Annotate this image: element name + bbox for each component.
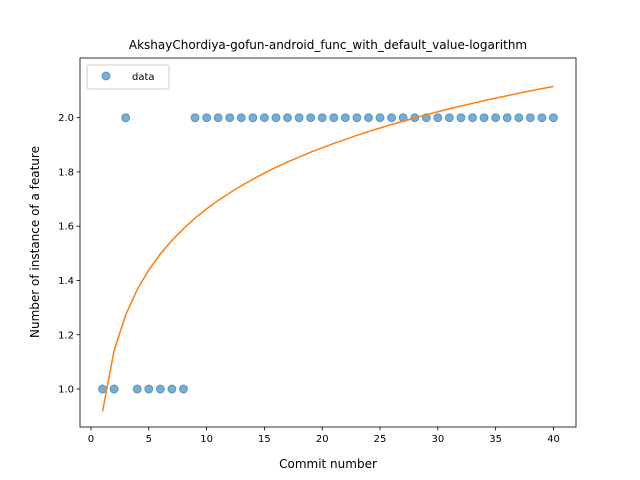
legend-marker [101,71,111,81]
chart-title: AkshayChordiya-gofun-android_func_with_d… [129,38,527,52]
data-point [271,113,281,123]
data-point [190,113,200,123]
axes-frame [79,57,577,428]
y-tick-label: 1.2 [58,330,74,341]
x-tick-label: 20 [316,434,329,445]
data-point [375,113,385,123]
data-point [259,113,269,123]
data-point [109,384,119,394]
y-tick-label: 2.0 [58,113,74,124]
data-point [444,113,454,123]
data-point [387,113,397,123]
data-point [548,113,558,123]
data-point [248,113,258,123]
data-point [306,113,316,123]
data-point [514,113,524,123]
legend-box [86,64,170,90]
x-tick-label: 35 [489,434,502,445]
data-point [283,113,293,123]
data-point [433,113,443,123]
y-tick-label: 1.8 [58,167,74,178]
x-axis-title: Commit number [279,457,377,471]
data-point [225,113,235,123]
data-point [502,113,512,123]
fit-line [101,85,554,412]
x-tick-label: 25 [374,434,387,445]
data-point [132,384,142,394]
data-point [294,113,304,123]
data-point [167,384,177,394]
data-point [98,384,108,394]
y-tick-label: 1.4 [58,276,74,287]
x-tick-label: 0 [88,434,94,445]
x-tick-label: 30 [431,434,444,445]
plot-area: 0 5 10 15 20 25 30 35 40 1.0 1.2 1.4 1.6 1.8 2.0 data [58,57,577,445]
data-point [479,113,489,123]
data-point [537,113,547,123]
data-point [317,113,327,123]
data-point [202,113,212,123]
data-point [363,113,373,123]
data-point [340,113,350,123]
x-tick-label: 40 [547,434,560,445]
data-point [178,384,188,394]
y-tick-label: 1.0 [58,385,74,396]
y-axis-title: Number of instance of a feature [28,146,42,338]
data-point [329,113,339,123]
data-point [468,113,478,123]
data-point [236,113,246,123]
data-point [144,384,154,394]
data-point [352,113,362,123]
data-point [155,384,165,394]
x-tick-label: 5 [146,434,152,445]
data-point [456,113,466,123]
y-tick-label: 1.6 [58,222,74,233]
data-point [121,113,131,123]
x-tick-label: 15 [258,434,271,445]
x-tick-label: 10 [200,434,213,445]
legend-label: data [132,72,155,83]
data-point [213,113,223,123]
data-point [525,113,535,123]
data-point [491,113,501,123]
